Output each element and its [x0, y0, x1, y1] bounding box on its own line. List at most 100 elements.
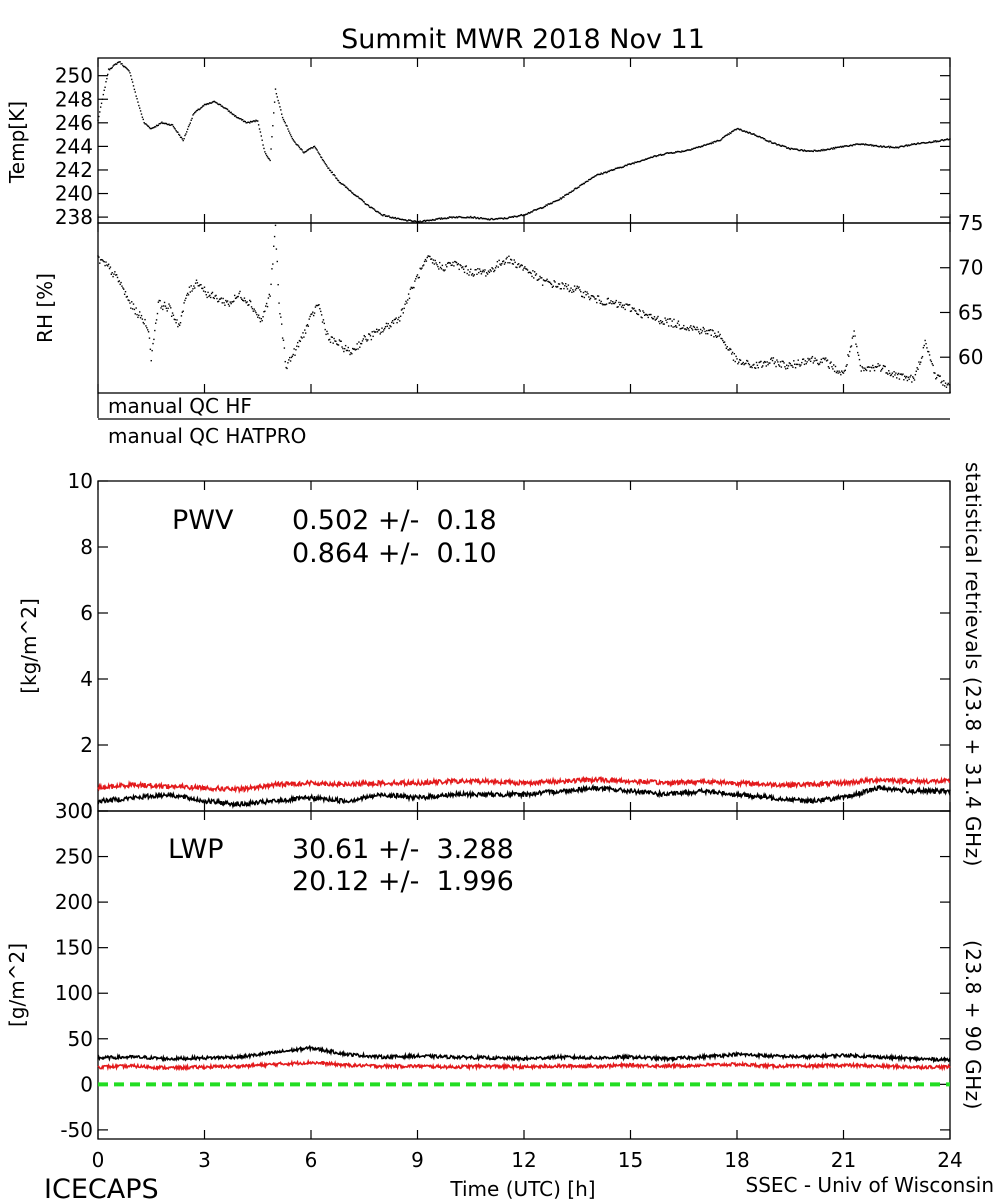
data-point	[596, 174, 598, 176]
data-point	[251, 121, 254, 123]
data-point	[859, 143, 862, 146]
data-point	[109, 67, 112, 70]
data-point	[124, 66, 127, 69]
data-point	[305, 150, 308, 152]
data-point	[917, 368, 919, 371]
data-point	[733, 352, 736, 355]
data-point	[916, 367, 918, 369]
data-point	[544, 280, 546, 282]
data-point	[398, 217, 400, 220]
data-point	[832, 368, 834, 370]
data-point	[903, 379, 905, 381]
data-point	[423, 260, 426, 263]
data-point	[883, 145, 886, 148]
data-point	[411, 220, 413, 223]
data-point	[841, 145, 844, 148]
data-point	[747, 362, 750, 365]
data-point	[554, 281, 556, 283]
data-point	[763, 138, 766, 140]
data-point	[249, 120, 252, 123]
data-point	[434, 259, 436, 262]
data-point	[912, 143, 914, 146]
data-point	[392, 217, 395, 219]
data-point	[720, 337, 722, 340]
data-point	[361, 199, 364, 201]
data-point	[182, 139, 184, 142]
data-point	[529, 212, 531, 214]
data-point	[870, 143, 872, 146]
data-point	[652, 155, 655, 158]
data-point	[788, 147, 791, 150]
data-point	[535, 273, 538, 275]
data-point	[210, 296, 212, 299]
data-point	[292, 353, 294, 356]
data-point	[780, 145, 783, 147]
data-point	[687, 328, 689, 330]
data-point	[133, 308, 136, 311]
y-tick-label: -50	[60, 1118, 93, 1142]
data-point	[845, 365, 847, 367]
data-point	[778, 364, 780, 366]
data-point	[352, 193, 355, 195]
data-point	[345, 349, 348, 352]
data-point	[604, 171, 607, 173]
data-point	[238, 292, 240, 295]
data-point	[935, 141, 938, 143]
data-point	[213, 100, 215, 103]
data-point	[474, 216, 476, 219]
data-point	[494, 218, 496, 221]
data-point	[636, 313, 639, 316]
data-point	[918, 361, 920, 363]
data-point	[645, 313, 648, 316]
data-point	[99, 259, 102, 261]
data-point	[821, 361, 823, 364]
data-point	[162, 308, 164, 311]
data-point	[308, 148, 310, 150]
data-point	[708, 143, 711, 145]
data-point	[628, 163, 630, 165]
data-point	[453, 265, 455, 267]
data-point	[655, 318, 657, 321]
data-point	[456, 263, 459, 266]
data-point	[880, 370, 882, 372]
data-point	[830, 147, 832, 150]
data-point	[611, 169, 613, 171]
data-point	[715, 336, 718, 338]
data-point	[451, 264, 453, 266]
data-point	[454, 216, 457, 219]
data-point	[513, 215, 515, 217]
data-point	[916, 142, 918, 145]
data-point	[525, 268, 527, 270]
data-point	[183, 302, 185, 304]
data-point	[467, 216, 469, 219]
data-point	[703, 144, 705, 146]
data-point	[227, 110, 230, 112]
data-point	[276, 96, 278, 98]
data-point	[718, 335, 720, 337]
data-point	[444, 217, 446, 219]
data-point	[221, 302, 223, 304]
data-point	[905, 144, 908, 146]
data-point	[367, 204, 370, 207]
data-point	[572, 190, 574, 192]
data-point	[409, 219, 412, 221]
data-point	[586, 291, 588, 293]
data-point	[507, 262, 509, 264]
data-point	[902, 145, 904, 148]
data-point	[613, 302, 616, 305]
data-point	[887, 146, 889, 148]
data-point	[352, 192, 354, 194]
data-point	[873, 144, 876, 147]
data-point	[702, 326, 704, 329]
data-point	[379, 212, 381, 215]
data-point	[561, 282, 563, 284]
data-point	[767, 363, 769, 366]
data-point	[213, 297, 215, 300]
data-point	[320, 310, 322, 313]
data-point	[542, 206, 545, 209]
data-point	[820, 358, 823, 361]
data-point	[456, 217, 459, 219]
data-point	[622, 306, 625, 309]
data-point	[686, 326, 688, 329]
data-point	[150, 359, 152, 362]
